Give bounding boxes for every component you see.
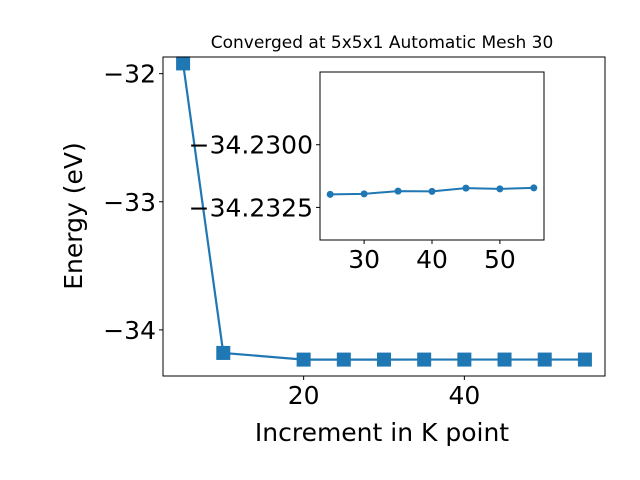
inset-data-point — [360, 190, 368, 198]
inset-y-tick-label: −34.2325 — [189, 193, 313, 222]
inset-y-tick-label: −34.2300 — [189, 131, 313, 160]
inset-data-point — [530, 184, 538, 192]
inset-plot-frame — [319, 71, 545, 241]
main-data-point — [537, 352, 552, 367]
inset-data-point — [496, 185, 504, 193]
main-data-point — [577, 352, 592, 367]
x-axis-label: Increment in K point — [255, 418, 509, 447]
main-y-tick-label: −33 — [103, 188, 156, 217]
inset-data-point — [462, 184, 470, 192]
main-data-point — [417, 352, 432, 367]
inset-plot: 30 40 50 −34.2325 −34.2300 — [189, 71, 545, 274]
inset-data-point — [394, 187, 402, 195]
main-y-tick-label: −32 — [103, 60, 156, 89]
y-axis-label: Energy (eV) — [59, 142, 88, 289]
main-x-tick-label: 40 — [448, 381, 480, 410]
main-data-point — [377, 352, 391, 367]
main-series-line — [182, 63, 585, 361]
chart-title: Converged at 5x5x1 Automatic Mesh 30 — [211, 33, 554, 53]
inset-x-tick-label: 30 — [348, 245, 380, 274]
inset-data-point — [326, 190, 334, 198]
main-data-point — [176, 56, 191, 71]
inset-data-point — [428, 187, 436, 195]
main-data-point — [457, 352, 472, 367]
main-data-point — [216, 345, 231, 360]
main-data-point — [497, 352, 512, 367]
main-y-tick-label: −34 — [103, 316, 156, 345]
inset-x-tick-label: 50 — [484, 245, 516, 274]
main-plot-frame — [162, 56, 606, 377]
main-data-point — [336, 352, 351, 367]
main-data-point — [296, 352, 311, 367]
inset-x-tick-label: 40 — [416, 245, 448, 274]
main-x-tick-label: 20 — [288, 381, 320, 410]
main-plot: 20 40 −32 −33 −34 — [103, 56, 606, 410]
